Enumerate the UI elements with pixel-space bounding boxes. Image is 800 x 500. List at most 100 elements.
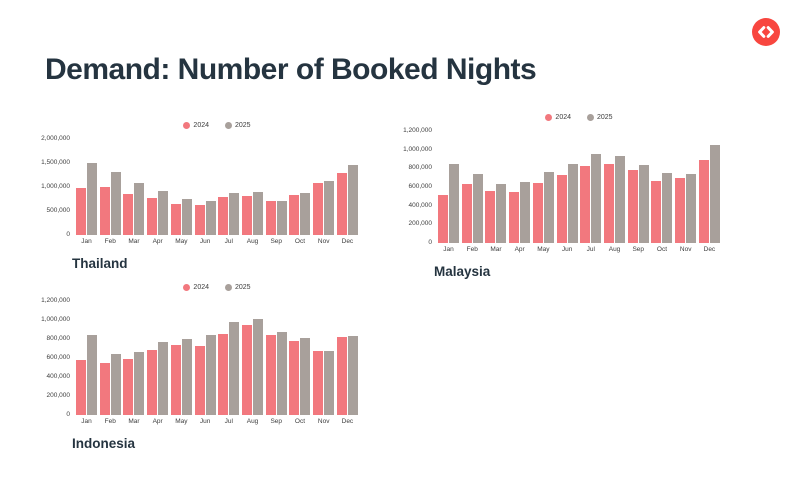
plot-area: 0 200,000 400,000 600,000 800,000 1,000,000 1,… — [28, 297, 358, 426]
x-tick-label: Feb — [104, 418, 116, 425]
month-group-sep: Sep — [265, 139, 287, 246]
month-group-feb: Feb — [99, 301, 121, 426]
bar-2024-jul — [218, 334, 229, 415]
legend-dot-icon — [587, 114, 594, 121]
bar-pair — [218, 301, 240, 415]
month-group-feb: Feb — [99, 139, 121, 246]
legend-item-2024: 2024 — [183, 284, 209, 291]
logo-button[interactable] — [752, 18, 780, 46]
bar-pair — [651, 131, 673, 243]
month-group-dec: Dec — [336, 139, 358, 246]
bar-2024-feb — [461, 183, 472, 243]
y-tick-label: 0 — [428, 239, 432, 246]
y-tick-label: 1,200,000 — [403, 127, 432, 134]
x-tick-label: Sep — [632, 246, 645, 253]
bar-2025-jan — [87, 163, 97, 235]
y-tick-label: 600,000 — [408, 183, 433, 190]
month-group-sep: Sep — [265, 301, 287, 426]
y-axis: 0 200,000 400,000 600,000 800,000 1,000,000 1,… — [28, 297, 76, 418]
bar-2025-jul — [229, 192, 240, 235]
month-group-jan: Jan — [76, 139, 97, 246]
month-group-apr: Apr — [509, 131, 531, 254]
bar-2024-dec — [336, 336, 347, 415]
x-tick-label: Aug — [608, 246, 621, 253]
y-tick-label: 1,500,000 — [41, 159, 70, 166]
bar-2025-jun — [567, 164, 578, 243]
bar-2024-may — [170, 204, 181, 235]
legend-item-2024: 2024 — [545, 114, 571, 121]
legend-label: 2024 — [193, 122, 209, 129]
bar-2025-may — [543, 172, 554, 243]
chart-legend: 2024 2025 — [76, 283, 358, 292]
y-axis: 0 500,000 1,000,000 1,500,000 2,000,000 — [28, 135, 76, 238]
bar-2024-dec — [336, 172, 347, 235]
month-group-jan: Jan — [438, 131, 459, 254]
month-group-oct: Oct — [651, 131, 673, 254]
month-group-jun: Jun — [194, 301, 216, 426]
bar-plot: Jan Feb Mar Apr May Jun Jul Aug Sep Oct Nov Dec — [76, 301, 358, 426]
bar-pair — [313, 301, 335, 415]
x-tick-label: Jul — [224, 238, 233, 245]
bar-2025-dec — [347, 164, 358, 235]
bar-2024-apr — [147, 197, 158, 235]
y-tick-label: 600,000 — [46, 354, 71, 361]
bar-pair — [99, 301, 121, 415]
bar-pair — [485, 131, 507, 243]
legend-dot-icon — [225, 284, 232, 291]
y-tick-label: 1,000,000 — [41, 316, 70, 323]
bar-2024-mar — [123, 194, 134, 235]
bar-2025-jul — [591, 154, 602, 243]
y-tick-label: 0 — [66, 231, 70, 238]
x-tick-label: Feb — [466, 246, 478, 253]
bar-pair — [580, 131, 602, 243]
bar-2024-jul — [580, 166, 591, 243]
month-group-nov: Nov — [313, 139, 335, 246]
bar-2025-dec — [709, 145, 720, 243]
bar-plot: Jan Feb Mar Apr May Jun Jul Aug Sep Oct Nov Dec — [438, 131, 720, 254]
bar-2025-oct — [662, 172, 673, 243]
legend-label: 2025 — [235, 122, 251, 129]
month-group-mar: Mar — [123, 139, 145, 246]
x-tick-label: Oct — [294, 418, 306, 425]
x-tick-label: Feb — [104, 238, 116, 245]
x-tick-label: May — [537, 246, 550, 253]
bar-2024-apr — [147, 349, 158, 415]
legend-dot-icon — [183, 284, 191, 291]
bar-pair — [556, 131, 578, 243]
bar-2024-jun — [556, 174, 567, 243]
month-group-may: May — [170, 301, 192, 426]
y-tick-label: 1,200,000 — [41, 297, 70, 304]
bar-2024-may — [170, 345, 181, 415]
bar-pair — [509, 131, 531, 243]
bar-2025-oct — [300, 337, 311, 415]
bar-pair — [194, 139, 216, 235]
bar-2024-oct — [289, 195, 300, 235]
bar-2024-oct — [651, 181, 662, 243]
bar-pair — [76, 301, 97, 415]
bar-2024-nov — [313, 351, 324, 415]
x-tick-label: Mar — [490, 246, 502, 253]
bar-2024-dec — [698, 159, 709, 243]
bar-pair — [532, 131, 554, 243]
chart-legend: 2024 2025 — [438, 113, 720, 122]
month-group-dec: Dec — [336, 301, 358, 426]
legend-dot-icon — [183, 122, 191, 129]
bar-2025-nov — [324, 180, 335, 235]
bar-pair — [147, 139, 169, 235]
bar-2024-aug — [242, 195, 253, 235]
chart-title: Indonesia — [72, 436, 136, 451]
month-group-dec: Dec — [698, 131, 720, 254]
bar-2025-mar — [496, 184, 507, 243]
month-group-sep: Sep — [627, 131, 649, 254]
bar-plot: Jan Feb Mar Apr May Jun Jul Aug Sep Oct Nov Dec — [76, 139, 358, 246]
month-group-jun: Jun — [556, 131, 578, 254]
bar-2025-nov — [324, 350, 335, 415]
bar-2024-jun — [194, 345, 205, 415]
bar-pair — [194, 301, 216, 415]
bar-2024-feb — [99, 362, 110, 415]
bar-2025-sep — [276, 200, 287, 235]
bar-2024-may — [532, 182, 543, 243]
bar-2024-oct — [289, 340, 300, 415]
chart-title: Malaysia — [434, 264, 491, 279]
y-tick-label: 1,000,000 — [403, 145, 432, 153]
